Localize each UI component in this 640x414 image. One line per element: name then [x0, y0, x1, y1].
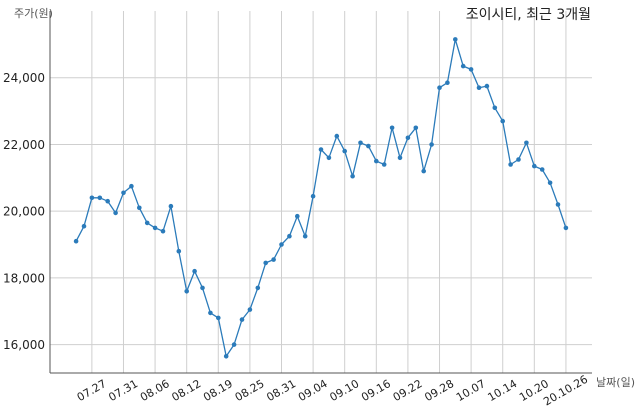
data-point — [287, 233, 292, 239]
y-tick-label: 24,000 — [3, 71, 45, 85]
y-tick-label: 16,000 — [3, 338, 45, 352]
data-point — [437, 85, 442, 90]
data-point — [547, 180, 553, 186]
data-point — [460, 63, 466, 69]
data-point — [176, 248, 182, 254]
y-tick-labels: 16,000 18,000 20,000 22,000 24,000 — [3, 71, 45, 352]
x-axis-label: 날짜(일) — [596, 375, 635, 389]
chart-title: 조이시티, 최근 3개월 — [466, 7, 591, 23]
data-point — [81, 223, 87, 229]
data-point — [429, 142, 434, 147]
data-point — [445, 80, 450, 85]
data-point — [555, 202, 561, 207]
data-point — [342, 148, 348, 154]
data-point — [334, 133, 340, 139]
data-point — [144, 220, 150, 226]
data-point — [539, 167, 545, 172]
data-point — [223, 354, 229, 359]
data-point — [508, 162, 513, 167]
data-point — [271, 257, 276, 262]
data-point — [137, 205, 142, 211]
data-point — [405, 135, 411, 141]
data-point — [200, 285, 205, 291]
data-point — [255, 285, 261, 291]
data-point — [160, 228, 166, 234]
data-point-markers — [73, 37, 569, 359]
data-point — [231, 342, 237, 347]
data-point — [500, 118, 506, 124]
data-point — [129, 183, 134, 189]
data-point — [168, 203, 174, 209]
data-point — [192, 268, 197, 274]
data-point — [184, 289, 189, 294]
data-point — [310, 193, 316, 199]
y-tick-label: 18,000 — [3, 271, 45, 285]
data-point — [121, 190, 126, 196]
data-point — [263, 260, 269, 266]
data-point — [563, 225, 569, 231]
data-point — [524, 140, 529, 146]
data-point — [468, 67, 474, 72]
data-point — [326, 155, 332, 161]
y-tick-label: 20,000 — [3, 205, 45, 219]
data-point — [295, 213, 300, 219]
data-point — [532, 163, 537, 169]
data-point — [113, 210, 118, 216]
data-point — [374, 158, 379, 164]
data-point — [358, 140, 363, 146]
data-point — [492, 105, 498, 111]
data-point — [279, 242, 284, 247]
data-point — [239, 317, 245, 322]
data-point — [476, 85, 482, 90]
data-point — [516, 157, 521, 162]
data-point — [152, 225, 158, 231]
gridlines — [50, 11, 592, 373]
data-point — [453, 37, 458, 42]
y-tick-label: 22,000 — [3, 138, 45, 152]
data-point — [484, 83, 490, 89]
data-point — [389, 125, 395, 131]
data-point — [421, 168, 427, 174]
data-point — [105, 198, 110, 204]
data-point — [381, 162, 387, 167]
data-point — [397, 155, 403, 161]
data-point — [73, 238, 79, 244]
y-axis-label: 주가(원) — [14, 7, 53, 20]
data-point — [350, 173, 355, 179]
data-point — [89, 195, 95, 201]
data-point — [302, 233, 308, 239]
data-point — [97, 195, 103, 201]
data-point — [208, 310, 213, 316]
data-point — [318, 147, 324, 152]
data-point — [247, 307, 253, 312]
data-point — [366, 143, 371, 149]
data-point — [216, 315, 221, 321]
data-point — [413, 125, 419, 131]
